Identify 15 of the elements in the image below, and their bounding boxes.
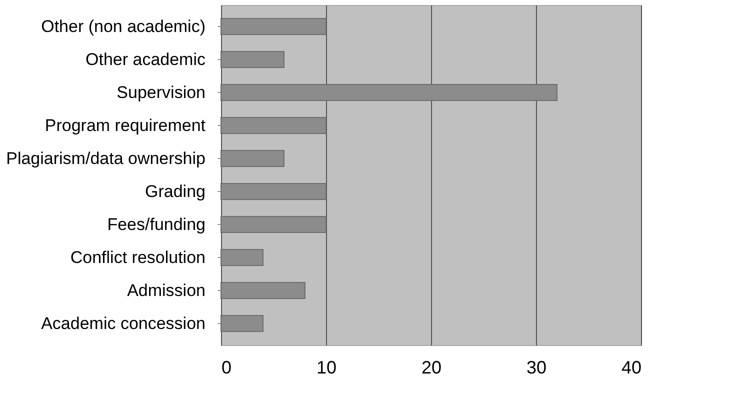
- y-tick-label: Program requirement: [44, 116, 206, 135]
- y-tick-label: Academic concession: [41, 314, 206, 333]
- y-tick-label: Grading: [145, 182, 206, 201]
- y-tick-label: Conflict resolution: [70, 248, 206, 267]
- y-tick-label: Fees/funding: [107, 215, 206, 234]
- x-tick-label: 20: [421, 358, 442, 378]
- y-tick-label: Admission: [127, 281, 206, 300]
- x-tick-label: 10: [316, 358, 337, 378]
- y-tick-label: Other academic: [86, 50, 206, 69]
- y-tick-label: Other (non academic): [41, 17, 206, 36]
- x-tick-label: 0: [222, 358, 232, 378]
- x-tick-label: 30: [526, 358, 547, 378]
- x-tick-label: 40: [621, 358, 642, 378]
- y-tick-label: Plagiarism/data ownership: [6, 149, 206, 168]
- y-tick-label: Supervision: [116, 83, 206, 102]
